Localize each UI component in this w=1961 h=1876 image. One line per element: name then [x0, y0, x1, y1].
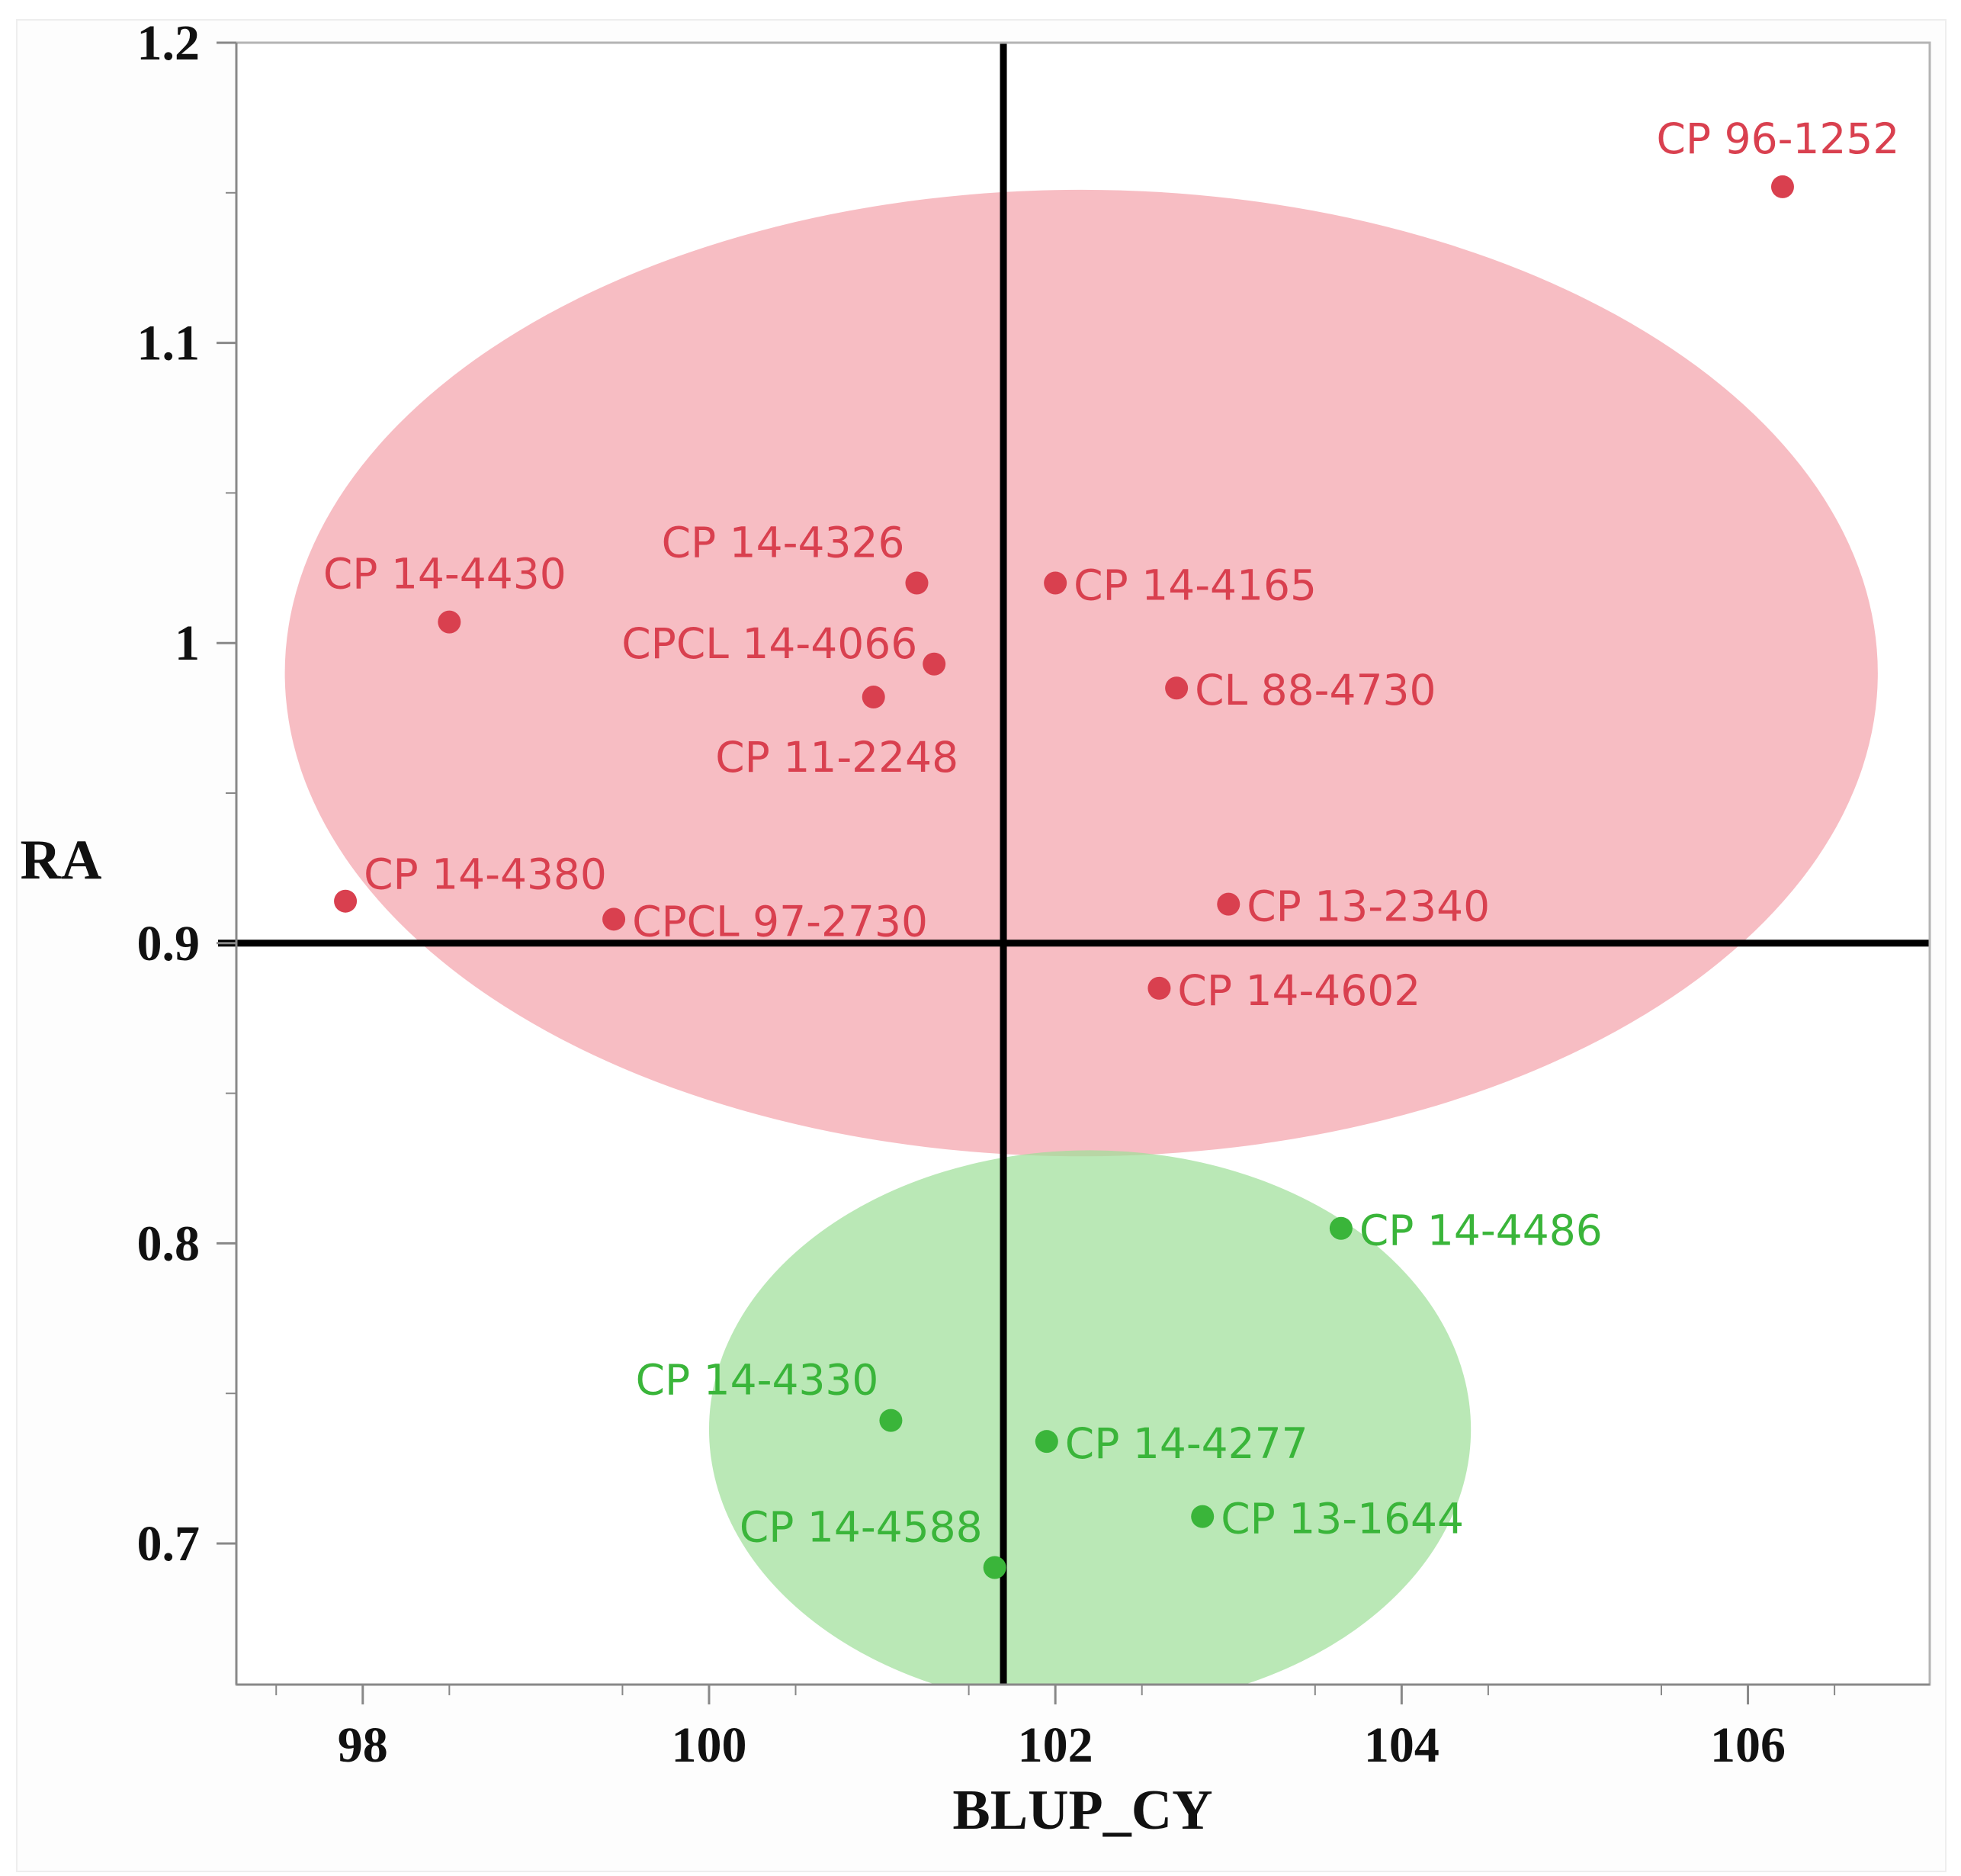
x-axis-title: BLUP_CY: [952, 1779, 1212, 1842]
green-group-ellipse: [709, 1150, 1472, 1685]
x-tick-label: 100: [671, 1717, 746, 1773]
point-label: CP 14-4430: [323, 550, 566, 599]
data-point: [1329, 1216, 1353, 1240]
point-label: CPCL 97-2730: [632, 897, 928, 946]
point-label: CL 88-4730: [1195, 666, 1436, 715]
data-point: [334, 889, 358, 913]
y-tick-label: 1.2: [137, 15, 201, 71]
data-point: [1770, 175, 1794, 198]
x-tick-label: 104: [1364, 1717, 1439, 1773]
y-axis-title: RA: [21, 829, 102, 891]
point-label: CP 11-2248: [715, 733, 958, 782]
data-point: [905, 571, 929, 595]
x-tick-label: 98: [338, 1717, 388, 1773]
point-label: CP 14-4588: [740, 1502, 983, 1551]
y-tick-label: 0.9: [137, 916, 201, 972]
data-point: [1147, 976, 1171, 1000]
data-point: [983, 1556, 1006, 1579]
point-label: CP 14-4277: [1065, 1419, 1308, 1468]
point-label: CP 14-4165: [1074, 561, 1317, 609]
data-point: [1035, 1430, 1058, 1454]
data-point: [923, 652, 946, 676]
point-label: CP 96-1252: [1657, 114, 1900, 163]
y-tick-label: 0.8: [137, 1216, 201, 1271]
data-point: [602, 907, 626, 931]
point-label: CP 14-4330: [636, 1356, 879, 1405]
point-label: CP 13-1644: [1221, 1495, 1464, 1544]
point-label: CP 14-4602: [1177, 966, 1420, 1015]
red-group-ellipse: [284, 189, 1878, 1157]
data-point: [1044, 571, 1067, 595]
x-tick-label: 106: [1710, 1717, 1786, 1773]
y-tick-label: 1.1: [137, 316, 201, 371]
x-tick-label: 102: [1018, 1717, 1093, 1773]
data-point: [862, 686, 885, 709]
point-label: CP 14-4326: [662, 518, 905, 567]
point-label: CPCL 14-4066: [621, 619, 917, 668]
point-label: CP 14-4380: [364, 850, 607, 899]
data-point: [879, 1409, 903, 1432]
data-point: [1165, 676, 1189, 700]
y-tick-label: 1: [175, 615, 200, 671]
data-point: [1191, 1505, 1215, 1528]
point-label: CP 13-2340: [1247, 882, 1490, 931]
point-label: CP 14-4486: [1359, 1206, 1603, 1255]
y-tick-label: 0.7: [137, 1516, 201, 1572]
data-point: [438, 610, 461, 634]
data-point: [1217, 892, 1240, 916]
